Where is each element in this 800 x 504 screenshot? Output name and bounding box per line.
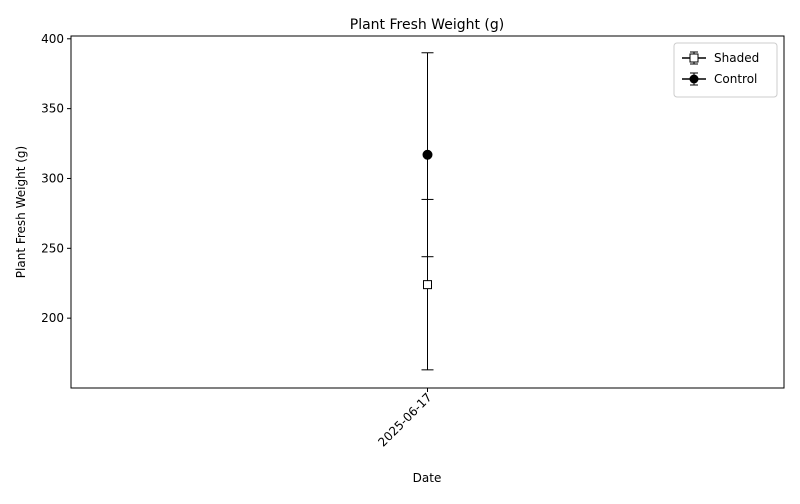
y-tick-label: 300 xyxy=(41,171,64,185)
x-axis-label: Date xyxy=(413,471,442,485)
legend-marker-shaded xyxy=(689,53,699,63)
data-marks xyxy=(421,52,434,371)
y-tick-label: 400 xyxy=(41,32,64,46)
y-tick-label: 200 xyxy=(41,311,64,325)
y-tick-label: 250 xyxy=(41,241,64,255)
data-point-shaded xyxy=(423,280,432,290)
legend-label-control: Control xyxy=(714,72,757,86)
data-point-control xyxy=(422,149,433,160)
legend-label-shaded: Shaded xyxy=(714,51,759,65)
legend-box xyxy=(673,42,778,98)
chart-title: Plant Fresh Weight (g) xyxy=(350,17,504,33)
x-tick-label: 2025-06-17 xyxy=(375,390,434,449)
y-axis-label: Plant Fresh Weight (g) xyxy=(14,146,28,278)
y-axis: 200 250 300 350 400 xyxy=(41,32,71,325)
y-tick-label: 350 xyxy=(41,102,64,116)
legend: Shaded Control xyxy=(673,42,778,98)
legend-marker-control xyxy=(689,74,699,84)
x-axis: 2025-06-17 xyxy=(375,388,435,449)
